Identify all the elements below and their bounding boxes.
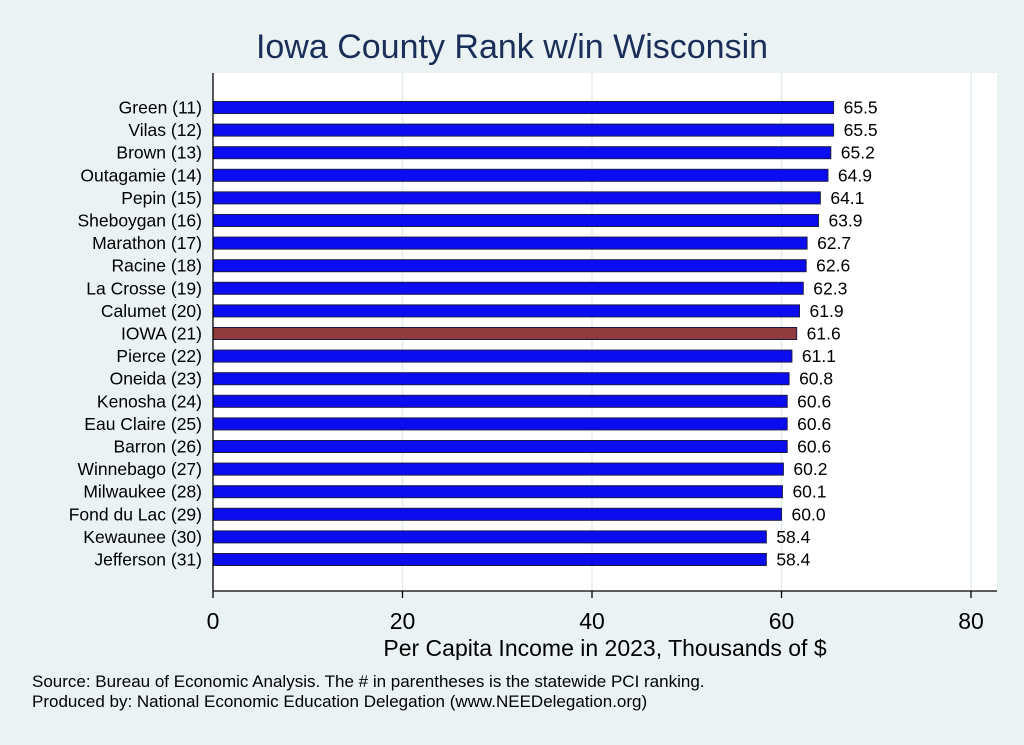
- bar: [212, 462, 784, 476]
- x-tick-label: 60: [769, 608, 795, 634]
- category-label: Marathon (17): [92, 233, 202, 253]
- category-label: Calumet (20): [101, 301, 202, 321]
- bar: [212, 123, 835, 137]
- bar: [212, 394, 788, 408]
- category-label: Fond du Lac (29): [69, 504, 202, 524]
- category-label: Barron (26): [113, 437, 202, 457]
- category-label: Oneida (23): [110, 369, 202, 389]
- bar: [212, 259, 807, 273]
- value-label: 61.1: [802, 346, 836, 366]
- category-label: IOWA (21): [121, 324, 202, 344]
- bar: [212, 236, 808, 250]
- bar-chart: Green (11) 65.5 Vilas (12) 65.5 Brown (13) 65…: [69, 28, 997, 660]
- value-label: 61.9: [810, 301, 844, 321]
- bar: [212, 553, 767, 566]
- value-label: 64.1: [830, 188, 864, 208]
- bar: [212, 530, 767, 544]
- bar: [212, 191, 821, 205]
- bar: [212, 168, 829, 182]
- category-label: Outagamie (14): [80, 165, 202, 185]
- axes: 0 20 40 60 80: [207, 73, 997, 634]
- bar: [212, 304, 801, 318]
- value-label: 62.3: [813, 278, 847, 298]
- category-label: Jefferson (31): [94, 550, 202, 570]
- producer-note: Produced by: National Economic Education…: [32, 692, 648, 711]
- bar: [212, 281, 804, 295]
- x-tick-label: 80: [958, 608, 984, 634]
- value-label: 58.4: [776, 527, 810, 547]
- bar: [212, 101, 835, 114]
- category-label: Vilas (12): [128, 120, 202, 140]
- bar: [212, 327, 798, 340]
- value-label: 61.6: [807, 324, 841, 344]
- value-label: 64.9: [838, 165, 872, 185]
- x-tick-label: 0: [207, 608, 220, 634]
- x-tick-label: 40: [579, 608, 605, 634]
- bar: [212, 214, 819, 227]
- value-label: 62.7: [817, 233, 851, 253]
- category-label: Pierce (22): [116, 346, 202, 366]
- value-label: 65.2: [841, 143, 875, 163]
- bar: [212, 146, 832, 160]
- value-label: 65.5: [844, 98, 878, 118]
- value-label: 60.2: [793, 459, 827, 479]
- x-axis-title: Per Capita Income in 2023, Thousands of …: [383, 635, 826, 660]
- bar: [212, 349, 793, 363]
- bar: [212, 485, 783, 499]
- category-label: La Crosse (19): [86, 278, 202, 298]
- category-label: Milwaukee (28): [83, 482, 202, 502]
- value-label: 60.1: [792, 482, 826, 502]
- value-label: 58.4: [776, 550, 810, 570]
- bars: Green (11) 65.5 Vilas (12) 65.5 Brown (13) 65…: [69, 98, 878, 570]
- chart-title: Iowa County Rank w/in Wisconsin: [256, 28, 768, 66]
- x-tick-label: 20: [390, 608, 416, 634]
- category-label: Sheboygan (16): [77, 211, 202, 231]
- value-label: 60.8: [799, 369, 833, 389]
- bar: [212, 417, 788, 431]
- value-label: 62.6: [816, 256, 850, 276]
- bar: [212, 372, 790, 386]
- source-note: Source: Bureau of Economic Analysis. The…: [32, 672, 705, 691]
- value-label: 60.0: [792, 504, 826, 524]
- value-label: 60.6: [797, 437, 831, 457]
- value-label: 63.9: [828, 211, 862, 231]
- category-label: Eau Claire (25): [84, 414, 202, 434]
- value-label: 60.6: [797, 391, 831, 411]
- bar: [212, 440, 788, 453]
- category-label: Pepin (15): [121, 188, 202, 208]
- category-label: Brown (13): [116, 143, 202, 163]
- category-label: Winnebago (27): [77, 459, 202, 479]
- value-label: 60.6: [797, 414, 831, 434]
- category-label: Racine (18): [112, 256, 202, 276]
- bar: [212, 507, 782, 521]
- category-label: Kewaunee (30): [83, 527, 202, 547]
- category-label: Green (11): [119, 98, 202, 118]
- category-label: Kenosha (24): [97, 391, 202, 411]
- value-label: 65.5: [844, 120, 878, 140]
